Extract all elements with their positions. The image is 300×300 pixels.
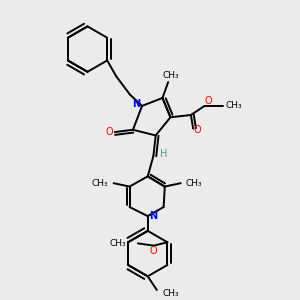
Text: N: N bbox=[132, 99, 140, 109]
Text: O: O bbox=[105, 127, 113, 137]
Text: CH₃: CH₃ bbox=[162, 289, 179, 298]
Text: O: O bbox=[194, 125, 202, 135]
Text: CH₃: CH₃ bbox=[110, 239, 127, 248]
Text: CH₃: CH₃ bbox=[162, 71, 179, 80]
Text: H: H bbox=[160, 148, 167, 159]
Text: CH₃: CH₃ bbox=[92, 179, 108, 188]
Text: O: O bbox=[204, 96, 212, 106]
Text: O: O bbox=[150, 246, 158, 256]
Text: CH₃: CH₃ bbox=[226, 101, 242, 110]
Text: N: N bbox=[149, 211, 158, 221]
Text: CH₃: CH₃ bbox=[186, 179, 202, 188]
